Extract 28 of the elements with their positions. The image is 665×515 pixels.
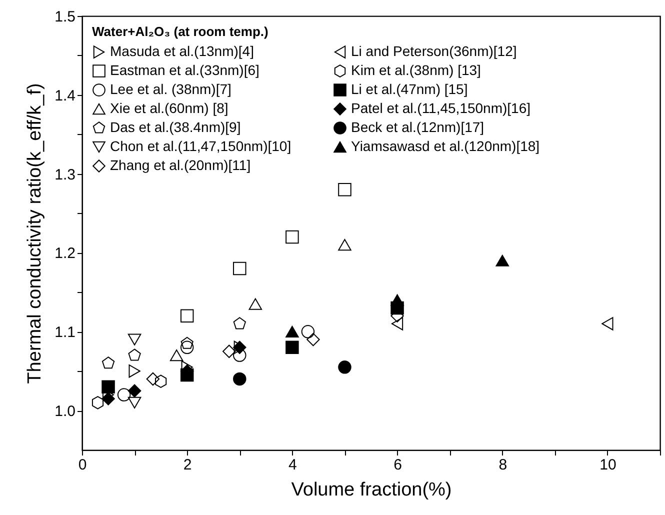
y-tick-label: 1.0 (54, 403, 76, 420)
x-tick-label: 4 (288, 456, 297, 474)
legend-label: Zhang et al.(20nm)[11] (110, 157, 251, 173)
legend-label: Masuda et al.(13nm)[4] (110, 43, 254, 60)
legend-label: Yiamsawasd et al.(120nm)[18] (351, 138, 540, 154)
legend-label: Lee et al. (38nm)[7] (110, 81, 232, 97)
x-tick-label: 2 (183, 456, 192, 474)
legend-title: Water+Al₂O₃ (at room temp.) (92, 24, 268, 39)
x-tick-label: 0 (78, 456, 87, 474)
y-axis-title: Thermal conductivity ratio(k_eff/k_f) (24, 83, 46, 384)
x-axis-title: Volume fraction(%) (291, 480, 452, 500)
x-tick-label: 6 (394, 456, 402, 474)
legend-label: Patel et al.(11,45,150nm)[16] (351, 100, 531, 116)
legend-label: Das et al.(38.4nm)[9] (110, 119, 241, 135)
x-tick-label: 10 (600, 456, 616, 474)
y-tick-label: 1.1 (54, 324, 76, 342)
y-tick-label: 1.4 (54, 87, 76, 104)
legend-label: Xie et al.(60nm) [8] (110, 100, 228, 116)
legend-label: Eastman et al.(33nm)[6] (110, 62, 260, 78)
y-tick-label: 1.5 (54, 8, 76, 26)
legend-label: Kim et al.(38nm) [13] (351, 62, 481, 78)
y-tick-label: 1.2 (54, 245, 76, 262)
y-tick-label: 1.3 (54, 166, 76, 184)
legend-label: Chon et al.(11,47,150nm)[10] (110, 138, 292, 154)
legend-label: Li et al.(47nm) [15] (351, 81, 468, 97)
legend-label: Li and Peterson(36nm)[12] (351, 43, 517, 60)
legend-label: Beck et al.(12nm)[17] (351, 119, 484, 135)
x-tick-label: 8 (498, 456, 508, 474)
